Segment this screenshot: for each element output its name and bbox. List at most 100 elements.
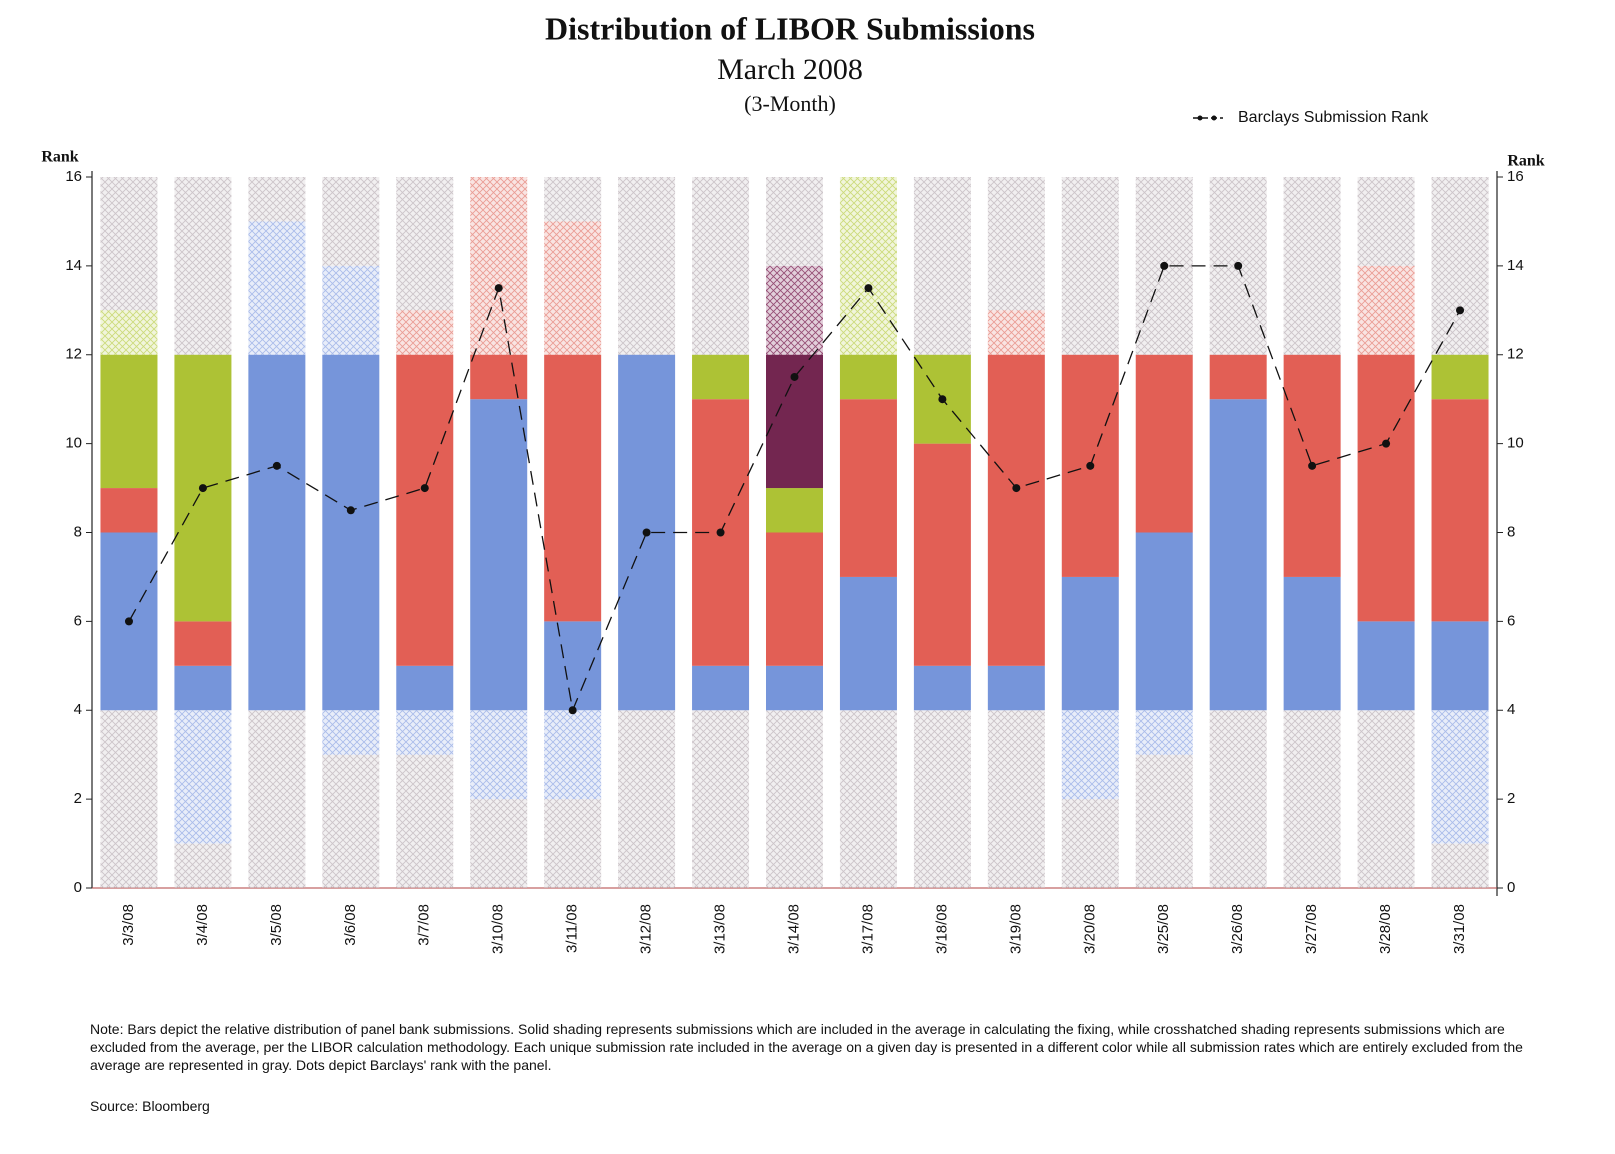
x-tick-label: 3/27/08	[1303, 904, 1320, 954]
excluded-segment	[248, 177, 306, 222]
rank-dot	[790, 372, 799, 381]
y-tick-label: 6	[74, 612, 82, 629]
excluded-segment	[100, 177, 158, 311]
included-segment	[692, 354, 750, 400]
included-segment	[1357, 621, 1415, 711]
included-segment	[1135, 532, 1193, 711]
excluded-segment	[1061, 177, 1119, 355]
rank-dot	[346, 506, 355, 515]
y-tick-label: 10	[65, 435, 82, 452]
rank-dot	[1308, 461, 1317, 470]
excluded-segment	[692, 177, 750, 355]
note: Note: Bars depict the relative distribut…	[90, 1021, 1523, 1073]
excluded-segment	[174, 177, 232, 355]
y-tick-label: 2	[74, 790, 82, 807]
x-tick-label: 3/20/08	[1081, 904, 1098, 954]
excluded-segment	[1357, 177, 1415, 266]
included-segment	[766, 665, 823, 711]
excluded-segment	[174, 710, 232, 844]
plot-area: 0 2 4 6 8 10 12 14 16 0 2 4 6 8 10 12 14 16 3/3/08 3/4/08 3/…	[65, 168, 1523, 954]
included-segment	[692, 665, 750, 711]
rank-dot	[198, 484, 207, 493]
included-segment	[1135, 354, 1193, 533]
x-tick-label: 3/28/08	[1377, 904, 1394, 954]
excluded-segment	[987, 177, 1045, 311]
included-segment	[396, 665, 454, 711]
x-tick-label: 3/6/08	[342, 904, 359, 946]
included-segment	[839, 354, 897, 400]
excluded-segment	[1431, 843, 1489, 888]
excluded-segment	[322, 177, 380, 266]
excluded-segment	[987, 710, 1045, 888]
x-tick-label: 3/14/08	[785, 904, 802, 954]
excluded-segment	[544, 799, 602, 888]
rank-dot	[420, 484, 429, 493]
included-segment	[1357, 354, 1415, 622]
rank-dot	[938, 395, 947, 404]
excluded-segment	[1283, 177, 1341, 355]
rank-dot	[124, 617, 133, 626]
x-tick-label: 3/5/08	[268, 904, 285, 946]
excluded-segment	[396, 310, 454, 355]
y-tick-label: 8	[74, 523, 82, 540]
y-tick-label: 12	[65, 346, 82, 363]
excluded-segment	[1209, 710, 1267, 888]
excluded-segment	[1431, 177, 1489, 355]
y2-tick-label: 0	[1507, 879, 1515, 896]
included-segment	[248, 354, 306, 711]
y2-tick-label: 14	[1507, 257, 1524, 274]
excluded-segment	[839, 710, 897, 888]
excluded-segment	[618, 710, 676, 888]
included-segment	[1431, 354, 1489, 400]
y-tick-label: 14	[65, 257, 82, 274]
x-tick-label: 3/7/08	[416, 904, 433, 946]
excluded-segment	[322, 265, 380, 355]
legend-marker	[1197, 115, 1203, 121]
included-segment	[470, 354, 528, 400]
excluded-segment	[1283, 710, 1341, 888]
rank-dot	[642, 528, 651, 537]
excluded-segment	[913, 710, 971, 888]
excluded-segment	[248, 710, 306, 888]
excluded-segment	[470, 799, 528, 888]
chart-subtitle: March 2008	[717, 53, 863, 86]
y2-tick-label: 2	[1507, 790, 1515, 807]
excluded-segment	[470, 177, 528, 355]
excluded-segment	[692, 710, 750, 888]
excluded-segment	[248, 221, 306, 355]
included-segment	[470, 399, 528, 711]
y2-tick-label: 12	[1507, 346, 1524, 363]
y2-tick-label: 6	[1507, 612, 1515, 629]
x-tick-label: 3/10/08	[490, 904, 507, 954]
rank-dot	[1012, 484, 1021, 493]
included-segment	[987, 354, 1045, 666]
rank-dot	[864, 284, 873, 293]
excluded-segment	[1061, 710, 1119, 800]
excluded-segment	[1357, 265, 1415, 355]
included-segment	[913, 665, 971, 711]
rank-dot	[1382, 439, 1391, 448]
included-segment	[1431, 621, 1489, 711]
x-tick-label: 3/11/08	[564, 904, 581, 953]
included-segment	[1209, 354, 1267, 400]
x-tick-label: 3/26/08	[1229, 904, 1246, 954]
excluded-segment	[766, 265, 823, 355]
rank-dot	[716, 528, 725, 537]
included-segment	[100, 488, 158, 533]
excluded-segment	[1061, 799, 1119, 888]
excluded-segment	[618, 177, 676, 355]
chart-subtitle: (3-Month)	[744, 91, 836, 116]
included-segment	[544, 621, 602, 711]
x-tick-label: 3/13/08	[712, 904, 729, 954]
x-tick-label: 3/25/08	[1155, 904, 1172, 954]
excluded-segment	[100, 310, 158, 355]
excluded-segment	[174, 843, 232, 888]
included-segment	[913, 443, 971, 666]
included-segment	[1061, 576, 1119, 711]
y-tick-label: 4	[74, 701, 82, 718]
included-segment	[1431, 399, 1489, 622]
rank-dot	[1160, 261, 1169, 270]
excluded-segment	[1135, 754, 1193, 888]
x-tick-label: 3/12/08	[638, 904, 655, 954]
